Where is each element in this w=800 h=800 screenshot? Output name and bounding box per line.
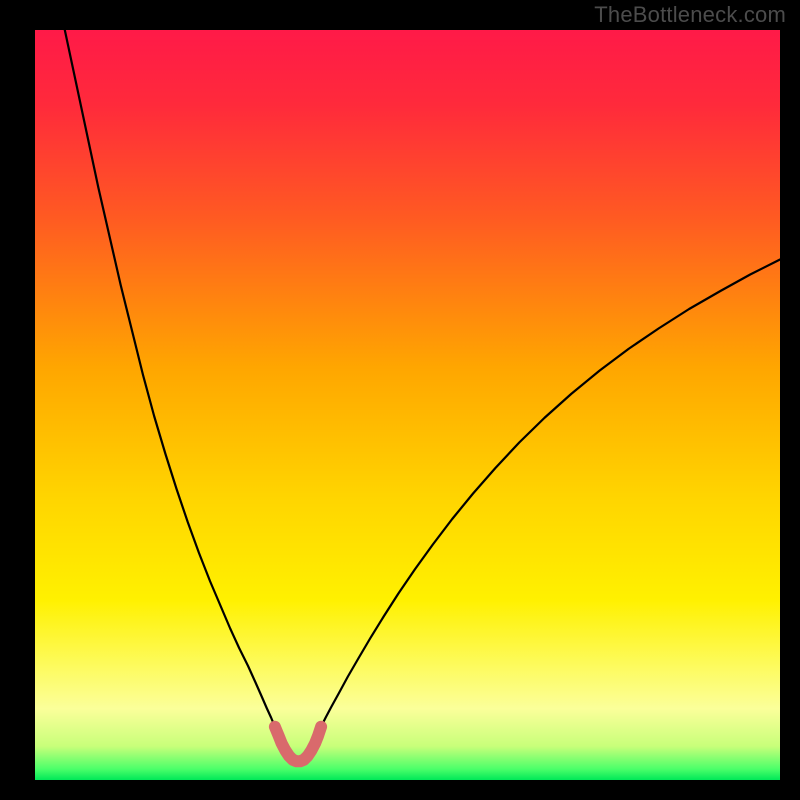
frame: TheBottleneck.com (0, 0, 800, 800)
watermark-text: TheBottleneck.com (594, 2, 786, 28)
bottleneck-curve-chart (35, 30, 780, 780)
plot-background (35, 30, 780, 780)
